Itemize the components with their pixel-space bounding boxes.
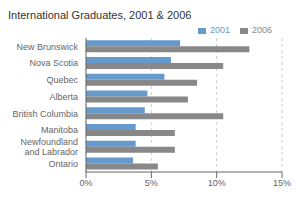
html-text:International Graduates, 2001: International Graduates, 2001 & 2006 bbox=[8, 9, 192, 21]
svg-text:Alberta: Alberta bbox=[49, 92, 78, 102]
svg-text:10%: 10% bbox=[208, 178, 226, 188]
svg-text:Newfoundlandand Labrador: Newfoundlandand Labrador bbox=[20, 137, 78, 157]
svg-text:15%: 15% bbox=[273, 178, 291, 188]
svg-text:Manitoba: Manitoba bbox=[41, 125, 78, 135]
svg-text:New Brunswick: New Brunswick bbox=[16, 42, 78, 52]
svg-text:British Columbia: British Columbia bbox=[12, 109, 78, 119]
svg-text:0%: 0% bbox=[79, 178, 92, 188]
svg-text:5%: 5% bbox=[145, 178, 158, 188]
html-text:2006: 2006 bbox=[252, 25, 272, 35]
svg-text:Nova Scotia: Nova Scotia bbox=[29, 58, 78, 68]
html-text:2001: 2001 bbox=[209, 25, 230, 35]
svg-text:Ontario: Ontario bbox=[48, 159, 78, 169]
svg-text:Quebec: Quebec bbox=[46, 75, 78, 85]
